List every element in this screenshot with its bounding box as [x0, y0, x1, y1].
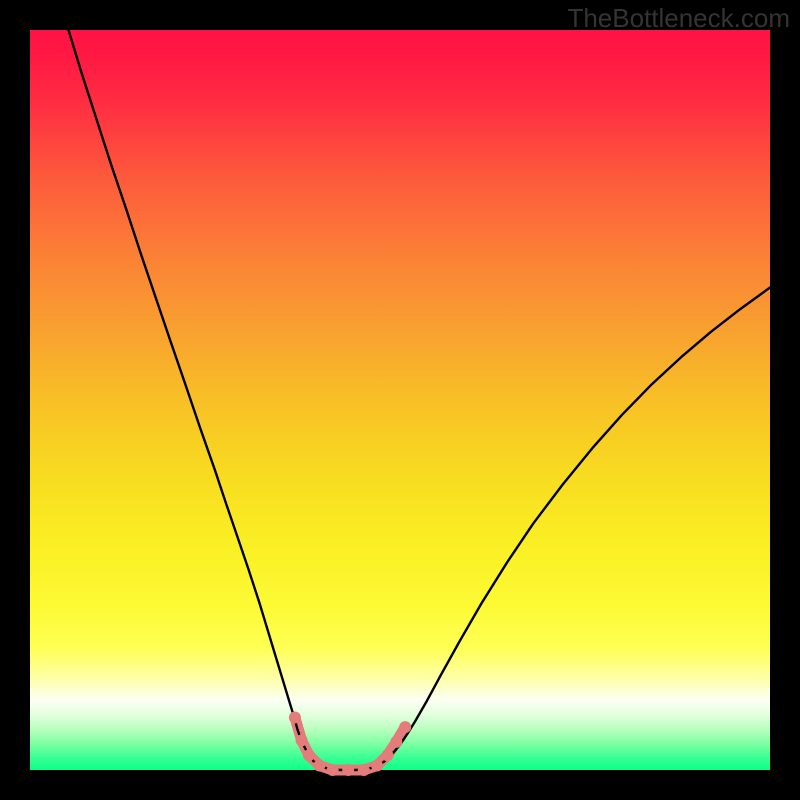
- bottleneck-curve: [68, 30, 770, 770]
- marker-point: [399, 721, 411, 733]
- marker-point: [381, 749, 393, 761]
- marker-point: [313, 760, 325, 772]
- watermark-text: TheBottleneck.com: [567, 3, 790, 34]
- marker-connector: [295, 717, 405, 770]
- marker-point: [371, 760, 383, 772]
- plot-area: [30, 30, 770, 770]
- marker-point: [390, 736, 402, 748]
- marker-point: [289, 711, 301, 723]
- figure-root: TheBottleneck.com: [0, 0, 800, 800]
- marker-point: [358, 764, 370, 776]
- marker-point: [342, 764, 354, 776]
- marker-point: [296, 734, 308, 746]
- curve-layer: [30, 30, 770, 770]
- marker-point: [303, 749, 315, 761]
- marker-point: [327, 764, 339, 776]
